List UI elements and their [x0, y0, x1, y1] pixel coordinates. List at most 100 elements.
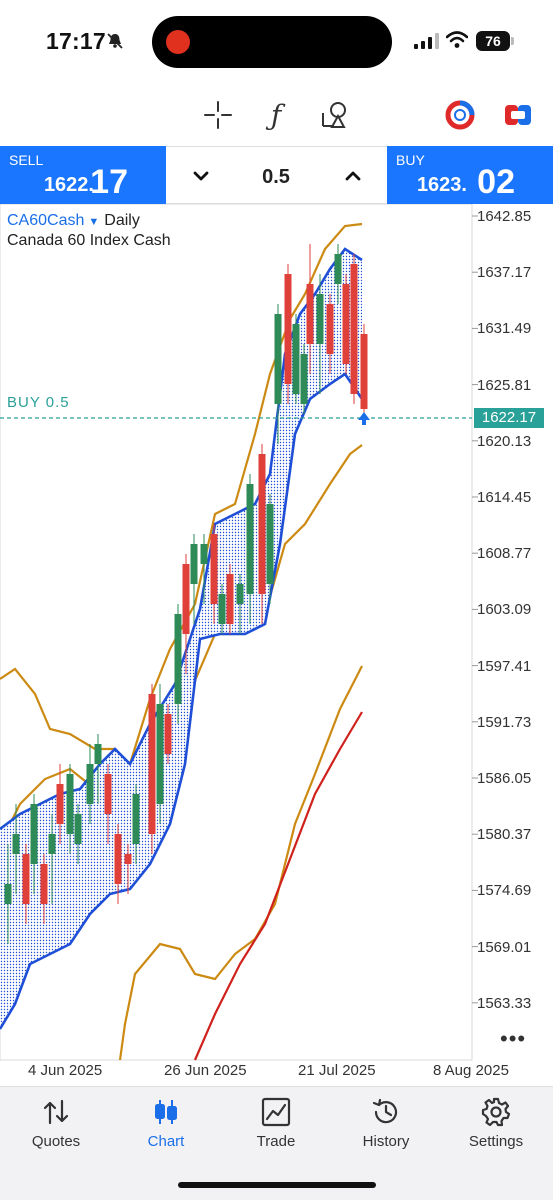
lower-band-line — [118, 665, 363, 1061]
bull-candle — [266, 504, 274, 584]
bear-candle — [210, 534, 218, 604]
chevron-up-icon — [345, 171, 361, 181]
account-button[interactable] — [440, 92, 480, 138]
volume-selector: 0.5 — [166, 146, 387, 204]
broker-logo-icon — [445, 100, 475, 130]
buy-price-big: 02 — [477, 163, 515, 201]
bull-candle — [292, 324, 300, 394]
price-tick-label: 1608.77 — [477, 545, 532, 563]
buy-price-main: 1623. — [416, 174, 467, 196]
date-tick-label: 4 Jun 2025 — [28, 1062, 103, 1079]
battery-indicator: 76 — [476, 31, 510, 51]
crosshair-icon — [204, 101, 232, 129]
indicators-button[interactable]: ƒ — [256, 92, 296, 138]
volume-decrease-button[interactable] — [186, 161, 216, 191]
bull-candle — [12, 834, 20, 854]
objects-button[interactable] — [314, 92, 354, 138]
sell-button[interactable]: SELL 1622. 17 — [0, 146, 166, 204]
bear-candle — [22, 854, 30, 904]
date-tick-label: 21 Jul 2025 — [298, 1062, 376, 1079]
bull-candle — [274, 314, 282, 404]
tab-label-trade: Trade — [256, 1133, 296, 1150]
current-price-tag: 1622.17 — [474, 408, 544, 428]
price-tick-label: 1574.69 — [477, 882, 532, 900]
bear-candle — [350, 264, 358, 394]
volume-increase-button[interactable] — [338, 161, 368, 191]
caret-down-icon: ▼ — [88, 216, 100, 228]
bear-candle — [326, 304, 334, 354]
tab-label-settings: Settings — [468, 1133, 524, 1150]
tab-bar: Quotes Chart Trade — [0, 1086, 553, 1200]
bear-candle — [40, 864, 48, 904]
bull-candle — [156, 704, 164, 804]
bull-candle — [316, 294, 324, 344]
bull-candle — [132, 794, 140, 844]
gear-icon — [481, 1097, 511, 1127]
bell-muted-icon — [107, 33, 123, 49]
history-clock-icon — [372, 1098, 398, 1124]
tab-trade[interactable]: Trade — [226, 1097, 326, 1161]
chart-toolbar: ƒ — [0, 92, 553, 138]
symbol-row[interactable]: CA60Cash ▼ Daily — [7, 212, 140, 230]
chevron-down-icon — [193, 171, 209, 181]
bear-candle — [114, 834, 122, 884]
status-time: 17:17 — [46, 28, 106, 54]
bull-candle — [74, 814, 82, 844]
symbol-name[interactable]: CA60Cash — [7, 212, 85, 229]
volume-value[interactable]: 0.5 — [262, 166, 290, 188]
price-tick-label: 1563.33 — [477, 994, 532, 1012]
price-tick-label: 1625.81 — [477, 376, 532, 394]
one-click-trading-button[interactable] — [498, 92, 538, 138]
bear-candle — [148, 694, 156, 834]
price-tick-label: 1637.17 — [477, 264, 532, 282]
bear-candle — [56, 784, 64, 824]
cloud-lower-line — [0, 372, 364, 1030]
tab-settings[interactable]: Settings — [446, 1097, 546, 1161]
symbol-description: Canada 60 Index Cash — [7, 232, 171, 249]
bear-candle — [306, 284, 314, 344]
price-tick-label: 1614.45 — [477, 489, 532, 506]
bull-candle — [200, 544, 208, 564]
bear-candle — [360, 334, 368, 409]
function-icon: ƒ — [270, 98, 282, 132]
one-click-trade-icon — [505, 105, 531, 125]
cloud-fill — [0, 249, 362, 1029]
tab-label-history: History — [362, 1133, 410, 1150]
dynamic-island — [152, 16, 392, 68]
bull-candle — [300, 354, 308, 404]
bear-candle — [342, 284, 350, 364]
grid-layer — [472, 215, 478, 1004]
moving-average-line — [193, 711, 363, 1061]
buy-button[interactable]: BUY 1623. 02 — [387, 146, 553, 204]
price-tick-label: 1620.13 — [477, 432, 532, 450]
tab-quotes[interactable]: Quotes — [6, 1097, 106, 1161]
timeframe: Daily — [104, 212, 140, 229]
tab-chart[interactable]: Chart — [116, 1097, 216, 1161]
sell-price-main: 1622. — [43, 174, 94, 196]
candlestick-icon — [155, 1100, 177, 1124]
date-tick-label: 8 Aug 2025 — [433, 1062, 509, 1079]
price-tick-label: 1586.05 — [477, 770, 532, 787]
price-tick-label: 1591.73 — [477, 713, 532, 731]
bear-candle — [182, 564, 190, 634]
price-tick-label: 1631.49 — [477, 320, 532, 338]
bull-candle — [236, 584, 244, 604]
buy-arrow-icon — [358, 412, 370, 425]
chart-canvas[interactable] — [0, 204, 553, 1084]
bear-candle — [258, 454, 266, 594]
bear-candle — [284, 274, 292, 384]
trade-chart-icon — [261, 1097, 291, 1127]
bull-candle — [218, 594, 226, 624]
home-indicator — [178, 1182, 376, 1188]
more-options-button[interactable]: ••• — [500, 1026, 527, 1051]
quotes-arrows-icon — [43, 1099, 69, 1125]
cellular-signal-icon — [414, 33, 439, 49]
buy-label: BUY — [396, 152, 425, 168]
bear-candle — [104, 774, 112, 814]
bear-candle — [164, 714, 172, 754]
price-chart[interactable]: CA60Cash ▼ Daily Canada 60 Index Cash BUY … — [0, 204, 553, 1084]
bull-candle — [246, 484, 254, 594]
bull-candle — [174, 614, 182, 704]
tab-history[interactable]: History — [336, 1097, 436, 1161]
crosshair-button[interactable] — [198, 92, 238, 138]
